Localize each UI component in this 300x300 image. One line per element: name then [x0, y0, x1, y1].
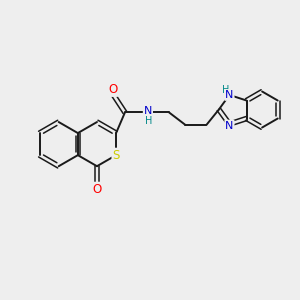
Text: O: O — [108, 83, 117, 96]
Text: H: H — [145, 116, 152, 126]
Text: S: S — [112, 149, 120, 162]
Text: H: H — [222, 85, 230, 95]
Text: N: N — [144, 106, 152, 116]
Text: O: O — [92, 183, 102, 196]
Text: N: N — [225, 90, 234, 100]
Text: N: N — [225, 121, 234, 130]
